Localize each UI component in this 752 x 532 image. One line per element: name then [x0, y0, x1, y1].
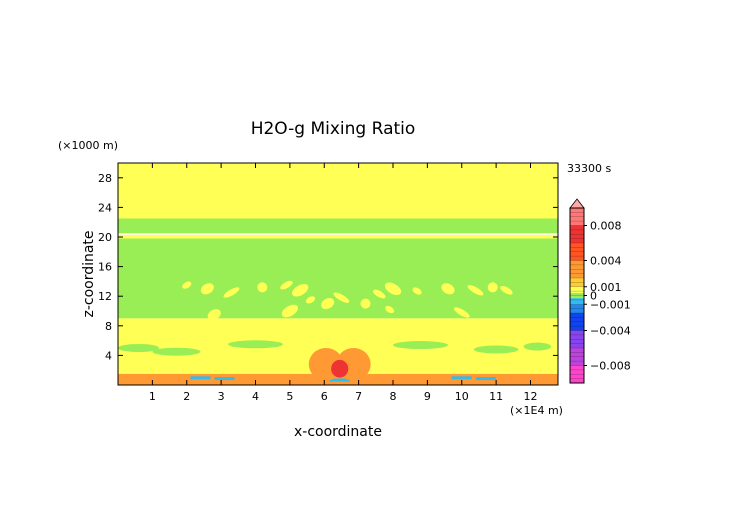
x-tick-label: 5	[286, 390, 293, 403]
surface-speck	[190, 376, 211, 380]
wave-blob	[500, 285, 513, 295]
x-tick-label: 11	[489, 390, 503, 403]
surface-speck	[451, 376, 472, 380]
colorbar-arrow	[569, 198, 585, 209]
colorbar-label: 0.008	[590, 220, 622, 233]
wave-blob	[467, 285, 484, 296]
x-tick-label: 4	[252, 390, 259, 403]
colorbar-label: −0.004	[590, 325, 631, 338]
colorbar-band	[570, 225, 584, 243]
x-tick-label: 3	[218, 390, 225, 403]
colorbar-label: −0.008	[590, 360, 631, 373]
wave-blob	[200, 283, 214, 295]
x-tick-label: 12	[524, 390, 538, 403]
wave-blob	[384, 282, 402, 296]
x-tick-label: 2	[183, 390, 190, 403]
y-tick-label: 20	[98, 231, 112, 244]
wave-blob	[453, 307, 470, 318]
heatmap-field	[118, 163, 558, 385]
y-tick-label: 28	[98, 172, 112, 185]
colorbar-band	[570, 286, 584, 293]
x-tick-label: 10	[455, 390, 469, 403]
time-label: 33300 s	[567, 162, 611, 175]
wave-blob	[182, 281, 192, 289]
colorbar-band	[570, 330, 584, 348]
y-tick-label: 12	[98, 290, 112, 303]
field-region-tropopause-band	[118, 218, 558, 234]
colorbar-band	[570, 298, 584, 305]
x-tick-label: 9	[424, 390, 431, 403]
colorbar-band	[570, 304, 584, 313]
wave-blob	[223, 287, 240, 298]
field-region-thin-line	[118, 234, 558, 239]
colorbar-band	[570, 365, 584, 383]
y-tick-label: 4	[105, 349, 112, 362]
x-axis-unit: (×1E4 m)	[510, 404, 563, 417]
y-axis-label: z-coordinate	[81, 230, 97, 317]
colorbar-label: 0.004	[590, 255, 622, 268]
y-axis-unit: (×1000 m)	[58, 139, 118, 152]
surface-speck	[329, 378, 350, 382]
wave-blob	[321, 298, 335, 310]
colorbar-label: 0	[590, 290, 597, 303]
x-tick-label: 7	[355, 390, 362, 403]
plot-frame	[117, 162, 559, 386]
y-tick-label: 24	[98, 201, 112, 214]
surface-speck	[214, 377, 235, 381]
wave-blob	[412, 287, 422, 295]
plume-core	[331, 359, 349, 378]
field-region-upper-background	[118, 163, 558, 219]
low-streak	[393, 341, 448, 350]
wave-blob	[360, 298, 371, 309]
wave-blob	[257, 282, 268, 293]
y-axis-ticks: 4 8 12 16 20 24 28	[98, 172, 558, 362]
colorbar-band	[570, 348, 584, 366]
field-region-mid-band	[118, 238, 558, 319]
x-axis-ticks: 1 2 3 4 5 6 7 8 9 10 11 12	[149, 163, 538, 403]
low-streak	[523, 342, 552, 351]
wave-blob	[487, 282, 498, 293]
low-streak	[118, 344, 160, 352]
y-tick-label: 16	[98, 261, 112, 274]
y-tick-label: 8	[105, 320, 112, 333]
wave-blob	[384, 305, 395, 314]
colorbar-band	[570, 278, 584, 287]
x-tick-label: 8	[390, 390, 397, 403]
wave-blob	[441, 283, 455, 295]
colorbar-band	[570, 313, 584, 331]
wave-blob	[280, 280, 293, 290]
chart-title: H2O-g Mixing Ratio	[251, 119, 416, 139]
colorbar-band	[570, 243, 584, 261]
wave-blob	[333, 292, 350, 303]
colorbar-band	[570, 208, 584, 226]
x-axis-label: x-coordinate	[294, 424, 382, 440]
wave-blob	[281, 304, 299, 318]
wave-blob	[373, 289, 386, 299]
x-tick-label: 6	[321, 390, 328, 403]
low-streak	[228, 340, 283, 349]
wave-blob	[207, 309, 221, 321]
low-streak	[473, 345, 519, 354]
colorbar-label: 0.001	[590, 281, 622, 294]
low-streak	[152, 347, 201, 356]
colorbar-band	[570, 292, 584, 299]
colorbar-band	[570, 260, 584, 278]
colorbar-label: −0.001	[590, 298, 631, 311]
x-tick-label: 1	[149, 390, 156, 403]
wave-blob	[292, 284, 309, 297]
wave-blob	[305, 296, 316, 304]
surface-speck	[475, 377, 496, 381]
